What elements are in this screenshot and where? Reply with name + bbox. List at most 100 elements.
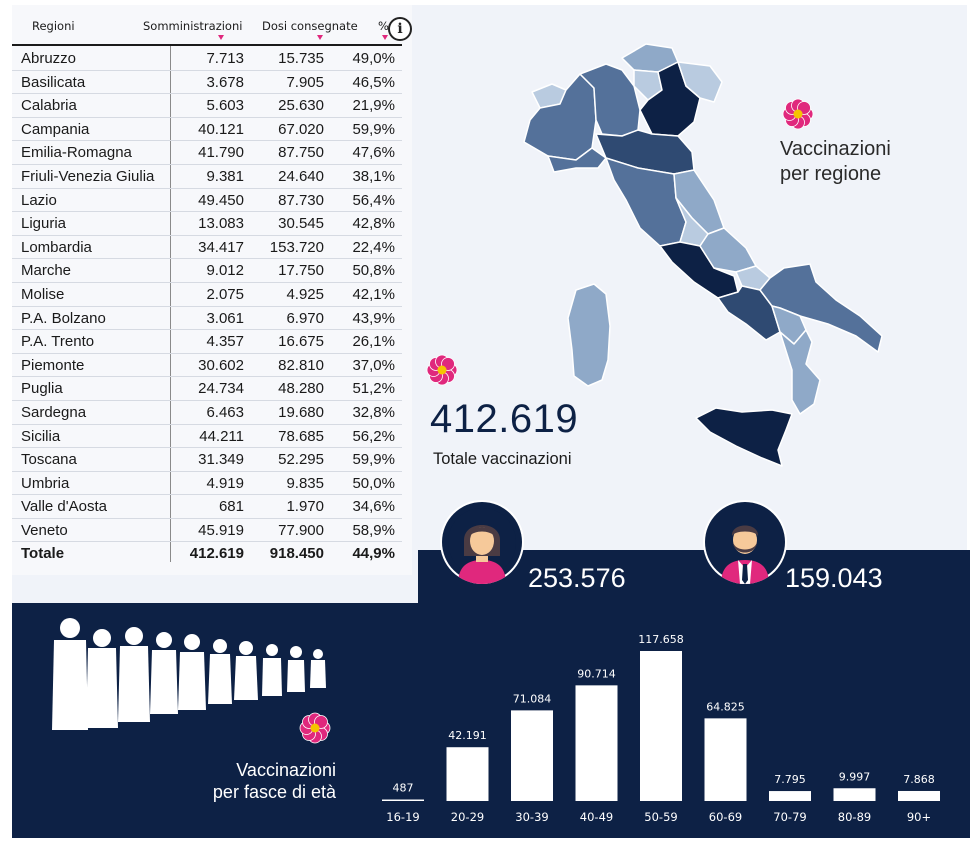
somministrazioni-cell: 3.678 — [206, 73, 244, 91]
info-icon[interactable]: i — [388, 17, 412, 41]
region-name-cell: Friuli-Venezia Giulia — [21, 167, 155, 185]
table-row[interactable]: Lazio 49.450 87.730 56,4% — [12, 189, 402, 213]
age-category-label: 30-39 — [515, 810, 548, 824]
age-category-label: 70-79 — [773, 810, 806, 824]
age-bar-value-label: 7.868 — [903, 773, 935, 786]
table-row[interactable]: Abruzzo 7.713 15.735 49,0% — [12, 47, 402, 71]
region-lazio — [659, 241, 739, 299]
table-row[interactable]: Toscana 31.349 52.295 59,9% — [12, 448, 402, 472]
sort-down-icon[interactable] — [317, 35, 323, 40]
region-name-cell: P.A. Bolzano — [21, 309, 106, 327]
age-bar-value-label: 42.191 — [448, 729, 487, 742]
age-category-label: 60-69 — [709, 810, 742, 824]
table-row[interactable]: P.A. Bolzano 3.061 6.970 43,9% — [12, 307, 402, 331]
somministrazioni-cell: 5.603 — [206, 97, 244, 115]
table-row[interactable]: P.A. Trento 4.357 16.675 26,1% — [12, 330, 402, 354]
percent-cell: 26,1% — [352, 333, 395, 351]
region-name-cell: Sardegna — [21, 403, 87, 421]
percent-cell: 22,4% — [352, 238, 395, 256]
age-bar-value-label: 71.084 — [513, 692, 552, 705]
percent-cell: 42,8% — [352, 215, 395, 233]
age-bar-value-label: 7.795 — [774, 773, 806, 786]
header-percent-label: % — [378, 19, 389, 33]
table-row[interactable]: Liguria 13.083 30.545 42,8% — [12, 212, 402, 236]
sort-down-icon[interactable] — [218, 35, 224, 40]
region-table-panel: Regioni Somministrazioni Dosi consegnate… — [12, 5, 412, 575]
region-name-cell: P.A. Trento — [21, 333, 95, 351]
table-row[interactable]: Marche 9.012 17.750 50,8% — [12, 259, 402, 283]
dosi-cell: 17.750 — [278, 262, 324, 280]
age-bar[interactable] — [833, 788, 876, 801]
age-category-label: 50-59 — [644, 810, 677, 824]
percent-cell: 58,9% — [352, 521, 395, 539]
header-dosi-consegnate[interactable]: Dosi consegnate — [262, 19, 358, 47]
table-row[interactable]: Basilicata 3.678 7.905 46,5% — [12, 71, 402, 95]
age-bar[interactable] — [575, 685, 618, 801]
table-row[interactable]: Friuli-Venezia Giulia 9.381 24.640 38,1% — [12, 165, 402, 189]
region-name-cell: Umbria — [21, 474, 70, 492]
region-friuli — [677, 61, 723, 103]
age-bar[interactable] — [640, 651, 682, 801]
region-name-cell: Lazio — [21, 191, 57, 209]
age-bar[interactable] — [704, 718, 747, 801]
dosi-cell: 48.280 — [278, 380, 324, 398]
age-bar[interactable] — [382, 799, 424, 802]
somministrazioni-cell: 45.919 — [198, 521, 244, 539]
dosi-cell: 1.970 — [286, 498, 324, 516]
region-name-cell: Calabria — [21, 97, 77, 115]
percent-cell: 34,6% — [352, 498, 395, 516]
somministrazioni-cell: 31.349 — [198, 451, 244, 469]
table-row[interactable]: Umbria 4.919 9.835 50,0% — [12, 472, 402, 496]
percent-cell: 49,0% — [352, 50, 395, 67]
region-liguria — [547, 147, 607, 173]
table-row[interactable]: Sicilia 44.211 78.685 56,2% — [12, 425, 402, 449]
age-category-label: 40-49 — [580, 810, 613, 824]
table-row[interactable]: Calabria 5.603 25.630 21,9% — [12, 94, 402, 118]
dosi-cell: 153.720 — [269, 238, 324, 256]
table-total-row[interactable]: Totale 412.619 918.450 44,9% — [12, 542, 402, 566]
age-bar[interactable] — [511, 710, 553, 801]
somministrazioni-cell: 40.121 — [198, 120, 244, 138]
somministrazioni-cell: 9.012 — [206, 262, 244, 280]
somministrazioni-cell: 24.734 — [198, 380, 244, 398]
woman-avatar-icon — [440, 500, 524, 584]
table-row[interactable]: Campania 40.121 67.020 59,9% — [12, 118, 402, 142]
sort-down-icon[interactable] — [382, 35, 388, 40]
dosi-cell: 52.295 — [278, 451, 324, 469]
table-row[interactable]: Piemonte 30.602 82.810 37,0% — [12, 354, 402, 378]
table-row[interactable]: Molise 2.075 4.925 42,1% — [12, 283, 402, 307]
header-percent[interactable]: % — [378, 19, 389, 47]
age-bar[interactable] — [446, 747, 489, 801]
percent-cell: 51,2% — [352, 380, 395, 398]
table-row[interactable]: Valle d'Aosta 681 1.970 34,6% — [12, 495, 402, 519]
header-somministrazioni[interactable]: Somministrazioni — [143, 19, 242, 47]
header-somministrazioni-label: Somministrazioni — [143, 19, 243, 33]
female-vaccinations-value: 253.576 — [528, 563, 626, 593]
age-bar-value-label: 487 — [393, 782, 414, 795]
map-title: Vaccinazioni per regione — [780, 138, 891, 185]
region-name-cell: Veneto — [21, 521, 68, 539]
table-row[interactable]: Puglia 24.734 48.280 51,2% — [12, 377, 402, 401]
dosi-cell: 6.970 — [286, 309, 324, 327]
region-name-cell: Liguria — [21, 215, 67, 233]
region-name-cell: Valle d'Aosta — [21, 498, 107, 516]
age-bar[interactable] — [898, 790, 940, 801]
table-row[interactable]: Lombardia 34.417 153.720 22,4% — [12, 236, 402, 260]
header-regioni[interactable]: Regioni — [32, 19, 75, 47]
dosi-cell: 87.730 — [278, 191, 324, 209]
somministrazioni-cell: 412.619 — [189, 545, 244, 563]
table-row[interactable]: Veneto 45.919 77.900 58,9% — [12, 519, 402, 543]
dosi-cell: 4.925 — [286, 285, 324, 303]
percent-cell: 21,9% — [352, 97, 395, 115]
table-row[interactable]: Emilia-Romagna 41.790 87.750 47,6% — [12, 141, 402, 165]
age-bar[interactable] — [769, 791, 811, 801]
crowd-silhouette-icon — [52, 618, 326, 730]
region-name-cell: Totale — [21, 545, 65, 563]
percent-cell: 43,9% — [352, 309, 395, 327]
dosi-cell: 82.810 — [278, 356, 324, 374]
region-sardegna — [567, 283, 611, 387]
region-name-cell: Basilicata — [21, 73, 86, 91]
region-sicilia — [695, 407, 793, 467]
dosi-cell: 24.640 — [278, 167, 324, 185]
table-row[interactable]: Sardegna 6.463 19.680 32,8% — [12, 401, 402, 425]
